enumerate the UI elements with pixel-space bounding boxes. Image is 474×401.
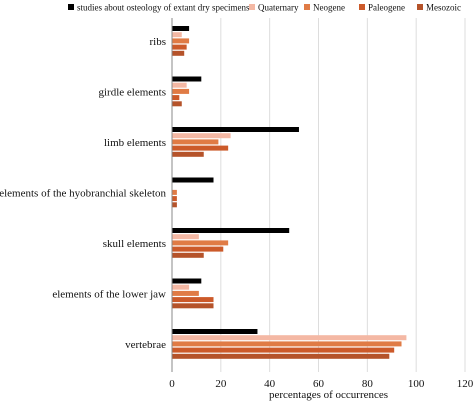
category-label: elements of the lower jaw [52,288,166,300]
bar [172,88,190,94]
bar-group [172,76,202,107]
bar [172,133,231,139]
legend-item: studies about osteology of extant dry sp… [68,3,250,13]
legend: studies about osteology of extant dry sp… [68,3,461,13]
x-tick-label: 0 [169,378,175,390]
category-label: girdle elements [98,86,166,98]
legend-label: Mesozoic [426,3,461,13]
x-axis-title: percentages of occurrences [269,389,388,401]
bar [172,44,187,50]
bar [172,240,229,246]
legend-swatch [417,4,423,10]
bar [172,284,190,290]
legend-swatch [359,4,365,10]
category-label: limb elements [104,137,166,149]
bar [172,26,190,31]
bar [172,278,202,284]
legend-swatch [68,4,74,10]
bar-group [172,278,214,309]
bar [172,189,177,195]
bar [172,177,214,183]
legend-item: Paleogene [359,3,405,13]
bar [172,252,204,258]
bar-group [172,177,214,208]
bar [172,50,185,56]
bar-group [172,127,299,157]
bar [172,38,190,44]
bar [172,127,299,132]
bar [172,335,407,341]
bars [172,26,407,359]
bar [172,228,290,233]
x-tick-label: 60 [313,378,325,390]
bar [172,196,177,202]
category-label: skull elements [103,238,166,250]
bar [172,329,258,334]
category-label: vertebrae [125,339,166,351]
bar [172,32,182,38]
category-label: ribs [150,36,167,48]
bar [172,95,180,101]
bar [172,82,187,88]
bar [172,234,199,240]
bar [172,303,214,309]
bar [172,341,402,347]
bar [172,347,395,353]
bar-group [172,329,407,359]
legend-label: Paleogene [368,3,405,13]
legend-swatch [304,4,310,10]
bar [172,151,204,157]
x-tick-label: 20 [215,378,227,390]
bar-group [172,228,290,258]
x-tick-label: 100 [408,378,425,390]
bar [172,353,390,359]
category-label: elements of the hyobranchial skeleton [0,187,166,199]
legend-label: Neogene [313,3,345,13]
legend-label: Quaternary [258,3,299,13]
bar [172,145,229,151]
bar [172,139,219,145]
x-tick-labels: 0 20 40 60 80 100 120 [169,378,474,390]
category-labels: ribs girdle elements limb elements elements… [0,36,166,351]
bar-group [172,26,190,56]
bar [172,297,214,303]
legend-item: Mesozoic [417,3,461,13]
bar [172,290,199,296]
legend-swatch [249,4,255,10]
bar [172,76,202,82]
x-tick-label: 40 [264,378,276,390]
x-tick-label: 120 [457,378,474,390]
x-tick-label: 80 [362,378,374,390]
legend-item: Quaternary [249,3,299,13]
legend-label: studies about osteology of extant dry sp… [77,3,250,13]
bar [172,202,177,208]
gridlines [220,18,466,372]
bar [172,101,182,107]
legend-item: Neogene [304,3,345,13]
bar [172,246,224,252]
